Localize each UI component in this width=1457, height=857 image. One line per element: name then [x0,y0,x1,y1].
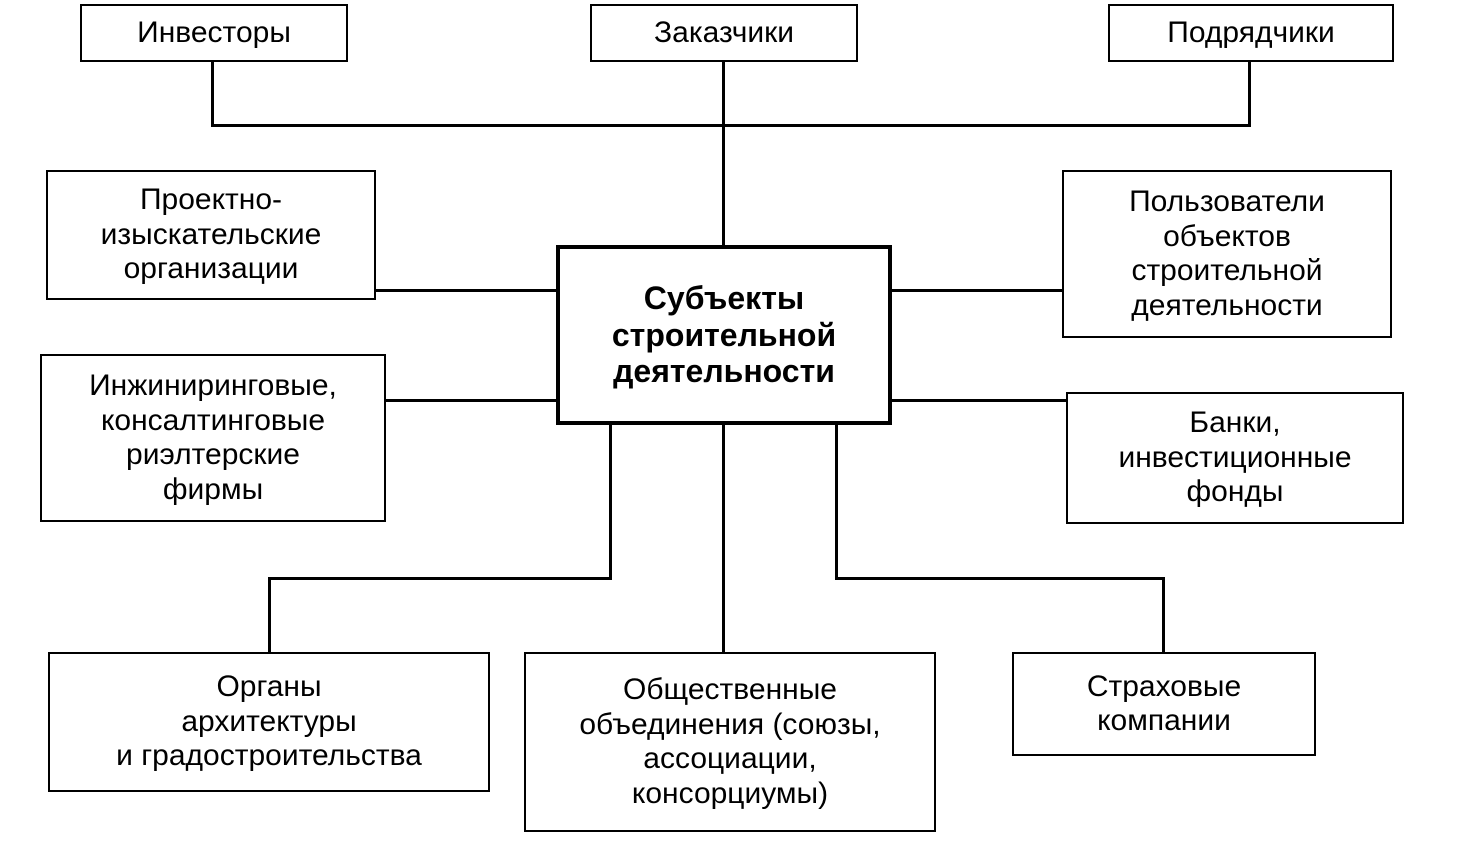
edge-center-arch [268,577,271,653]
edge-center-investors [211,62,214,126]
node-label-contractors: Подрядчики [1167,16,1334,51]
node-label-customers: Заказчики [654,16,794,51]
node-designers: Проектно- изыскательские организации [46,170,376,300]
edge-center-insurance [1162,577,1165,653]
node-label-arch: Органы архитектуры и градостроительства [116,670,422,774]
node-center: Субъекты строительной деятельности [556,245,892,425]
node-contractors: Подрядчики [1108,4,1394,62]
edge-center-contractors [1248,62,1251,126]
node-investors: Инвесторы [80,4,348,62]
node-arch: Органы архитектуры и градостроительства [48,652,490,792]
edge-center-insurance [835,425,838,579]
node-unions: Общественные объединения (союзы, ассоциа… [524,652,936,832]
node-label-investors: Инвесторы [137,16,291,51]
edge-center-unions [722,425,725,653]
edge-center-users [892,289,1063,292]
node-users: Пользователи объектов строительной деяте… [1062,170,1392,338]
edge-center-insurance [835,577,1164,580]
edge-center-arch [268,577,612,580]
edge-center-banks [892,399,1067,402]
diagram-canvas: Субъекты строительной деятельности Инвест… [0,0,1457,857]
node-label-center: Субъекты строительной деятельности [612,280,836,390]
edge-center-consulting [386,399,557,402]
edge-center-contractors [722,124,1251,127]
node-customers: Заказчики [590,4,858,62]
node-label-designers: Проектно- изыскательские организации [101,183,322,287]
edge-center-investors [211,124,724,127]
node-consulting: Инжиниринговые, консалтинговые риэлтерск… [40,354,386,522]
node-banks: Банки, инвестиционные фонды [1066,392,1404,524]
node-insurance: Страховые компании [1012,652,1316,756]
edge-center-designers [376,289,557,292]
edge-center-arch [609,425,612,579]
node-label-banks: Банки, инвестиционные фонды [1118,406,1351,510]
node-label-unions: Общественные объединения (союзы, ассоциа… [579,673,880,811]
node-label-consulting: Инжиниринговые, консалтинговые риэлтерск… [89,369,337,507]
node-label-insurance: Страховые компании [1087,670,1241,739]
edge-center-customers [722,62,725,246]
node-label-users: Пользователи объектов строительной деяте… [1129,185,1325,323]
